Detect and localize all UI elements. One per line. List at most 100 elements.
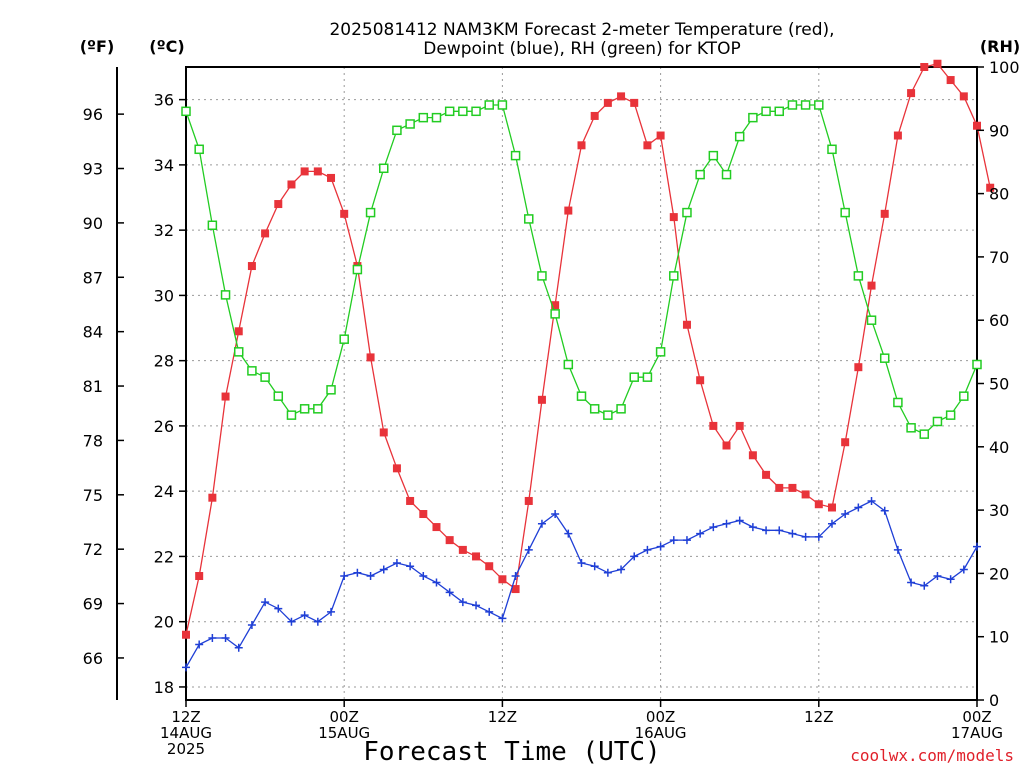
dewpoint-point: [959, 565, 968, 574]
rh-point: [669, 271, 679, 281]
temperature-point: [617, 92, 626, 101]
rh-point: [365, 207, 376, 218]
temperature-point: [933, 59, 942, 68]
dewpoint-point: [630, 552, 639, 561]
temperature-point: [537, 395, 546, 404]
temperature-point: [458, 545, 467, 554]
rh-point: [207, 220, 218, 230]
dewpoint-point: [788, 529, 797, 538]
dewpoint-point: [313, 617, 322, 626]
temperature-point: [366, 353, 375, 362]
rh-point: [510, 150, 521, 161]
x-tick-label: 14AUG: [160, 724, 212, 742]
dewpoint-point: [748, 523, 757, 532]
x-tick-label: 17AUG: [951, 724, 1003, 742]
dewpoint-point: [432, 578, 441, 587]
fahrenheit-tick-label: 69: [83, 595, 103, 614]
temperature-point: [814, 500, 823, 509]
rh-point: [550, 309, 560, 319]
fahrenheit-tick-label: 72: [83, 540, 103, 559]
dewpoint-point: [485, 607, 494, 616]
dewpoint-point: [973, 542, 981, 551]
rh-point: [642, 372, 653, 382]
temperature-point: [313, 167, 322, 176]
rh-point: [589, 404, 600, 414]
dewpoint-point: [458, 598, 467, 607]
temperature-point: [973, 121, 981, 130]
temperature-point: [472, 552, 481, 561]
dewpoint-point: [472, 601, 481, 610]
x-axis-label: Forecast Time (UTC): [363, 737, 660, 767]
rh-point: [418, 112, 429, 123]
tick-labels: 18 20 22 24 26 28 30 32 34 36 66 69 72 75 78 81 84 87 90 93…: [83, 58, 1020, 758]
temperature-point: [274, 200, 283, 209]
temperature-point: [247, 262, 256, 271]
dewpoint-point: [867, 496, 876, 505]
rh-point: [220, 290, 231, 300]
dewpoint-point: [775, 526, 784, 535]
celsius-tick-label: 24: [154, 482, 174, 501]
temperature-point: [208, 493, 217, 502]
rh-point: [708, 150, 719, 161]
temperature-point: [722, 441, 731, 450]
rh-point: [537, 271, 547, 281]
temperature-point: [564, 206, 573, 215]
fahrenheit-tick-label: 87: [83, 268, 103, 287]
dewpoint-point: [814, 532, 823, 541]
rh-point: [181, 106, 191, 117]
rh-point: [787, 100, 798, 110]
fahrenheit-tick-label: 81: [83, 377, 103, 396]
celsius-tick-label: 20: [154, 613, 174, 632]
rh-tick-label: 100: [989, 58, 1020, 77]
rh-tick-label: 80: [989, 185, 1009, 204]
rh-point: [972, 359, 982, 370]
rh-point: [233, 347, 244, 357]
rh-tick-label: 10: [989, 628, 1009, 647]
temperature-point: [300, 167, 309, 176]
temperature-point: [801, 490, 810, 499]
fahrenheit-unit-label: (ºF): [80, 37, 115, 56]
rh-point: [774, 106, 784, 117]
rh-tick-label: 40: [989, 438, 1009, 457]
dewpoint-point: [669, 536, 678, 545]
dewpoint-point: [353, 568, 362, 577]
dewpoint-point: [841, 510, 850, 519]
rh-point: [576, 391, 587, 401]
dewpoint-point: [274, 604, 283, 613]
temperature-point: [643, 141, 652, 150]
dewpoint-point: [247, 620, 256, 629]
dewpoint-line: [185, 500, 978, 668]
temperature-point: [682, 320, 691, 329]
series-rh: [181, 100, 982, 439]
credit-label: coolwx.com/models: [850, 746, 1014, 765]
x-tick-label: 12Z: [488, 708, 517, 726]
dewpoint-point: [419, 572, 428, 581]
dewpoint-point: [340, 572, 349, 581]
temperature-point: [234, 327, 243, 336]
temperature-point: [577, 141, 586, 150]
celsius-tick-label: 18: [154, 678, 174, 697]
temperature-point: [195, 572, 204, 581]
dewpoint-point: [722, 519, 731, 528]
rh-point: [906, 423, 916, 433]
temperature-point: [959, 92, 968, 101]
x-tick-label: 16AUG: [635, 724, 687, 742]
dewpoint-point: [392, 558, 401, 567]
dewpoint-point: [907, 578, 916, 587]
temperature-point: [696, 376, 705, 385]
x-tick-label: 12Z: [171, 708, 200, 726]
temperature-point: [920, 63, 929, 71]
temperature-point: [880, 209, 889, 218]
rh-point: [840, 207, 850, 218]
celsius-unit-label: (ºC): [149, 37, 184, 56]
rh-point: [471, 106, 481, 117]
dewpoint-point: [933, 572, 942, 581]
rh-point: [761, 106, 771, 117]
rh-point: [616, 404, 626, 414]
temperature-point: [340, 209, 349, 218]
rh-tick-label: 20: [989, 564, 1009, 583]
axes: [116, 66, 978, 701]
rh-point: [524, 214, 534, 224]
rh-point: [286, 410, 297, 420]
